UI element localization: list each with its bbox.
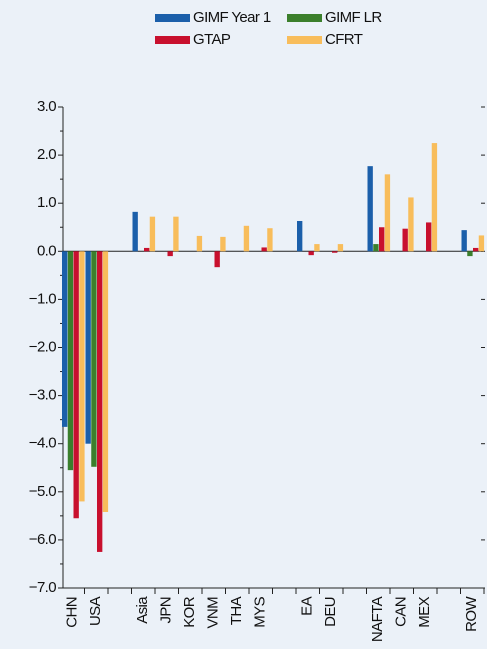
x-tick-label: NAFTA — [369, 596, 386, 642]
bar — [267, 228, 273, 252]
y-tick-label: −5.0 — [29, 483, 56, 500]
y-tick-label: −3.0 — [29, 387, 56, 404]
x-tick-label: EA — [299, 596, 316, 615]
bar — [132, 211, 138, 252]
y-tick-label: −2.0 — [29, 338, 56, 355]
legend-label: GIMF LR — [325, 9, 382, 26]
bar — [461, 230, 467, 252]
bar — [367, 166, 373, 252]
bar — [308, 251, 314, 256]
bar — [332, 251, 338, 253]
y-tick-label: −1.0 — [29, 290, 56, 307]
bar — [431, 143, 438, 252]
x-tick-label: MEX — [416, 596, 433, 627]
x-tick-label: THA — [228, 596, 245, 625]
y-tick-label: 1.0 — [37, 194, 56, 211]
bar — [91, 251, 97, 467]
x-tick-label: DEU — [322, 597, 339, 627]
legend-swatch — [287, 14, 322, 22]
bar — [384, 174, 391, 252]
bar — [337, 244, 344, 252]
bar — [97, 251, 103, 552]
legend-swatch — [155, 14, 190, 22]
x-tick-label: JPN — [158, 597, 175, 624]
bar — [144, 247, 150, 252]
bar — [243, 225, 250, 252]
x-tick-label: ROW — [463, 596, 480, 632]
x-tick-label: CHN — [64, 597, 81, 628]
bar — [473, 247, 479, 252]
x-tick-label: Asia — [134, 596, 151, 624]
x-tick-label: MYS — [252, 596, 269, 627]
x-tick-label: KOR — [181, 596, 198, 627]
bar — [167, 251, 173, 257]
bar — [426, 222, 432, 252]
bar — [373, 244, 379, 252]
y-tick-label: 2.0 — [37, 146, 56, 163]
bar — [467, 251, 473, 257]
y-tick-label: −4.0 — [29, 435, 56, 452]
bar — [402, 228, 408, 252]
y-tick-label: 0.0 — [37, 242, 56, 259]
bar — [220, 236, 226, 252]
legend-label: CFRT — [325, 31, 363, 48]
bar — [67, 251, 74, 471]
bar — [79, 251, 85, 502]
bar — [149, 216, 156, 252]
x-tick-label: CAN — [393, 597, 410, 627]
x-tick-label: VNM — [205, 597, 222, 629]
x-tick-label: USA — [87, 596, 104, 626]
legend-swatch — [287, 36, 322, 44]
bar — [314, 244, 320, 252]
y-tick-label: −6.0 — [29, 531, 56, 548]
bar — [379, 227, 385, 252]
y-tick-label: −7.0 — [29, 579, 56, 596]
bar — [73, 251, 79, 519]
bar — [297, 220, 303, 252]
bar — [173, 216, 179, 252]
bar — [478, 235, 485, 252]
bar — [408, 197, 414, 252]
bar — [85, 251, 91, 444]
bar — [261, 247, 267, 252]
y-tick-label: 3.0 — [37, 98, 56, 115]
legend-label: GTAP — [193, 31, 231, 48]
bar — [62, 251, 68, 427]
bar — [214, 251, 220, 268]
bar — [102, 251, 109, 513]
bar — [196, 235, 203, 252]
legend-swatch — [155, 36, 190, 44]
legend-label: GIMF Year 1 — [193, 9, 271, 26]
